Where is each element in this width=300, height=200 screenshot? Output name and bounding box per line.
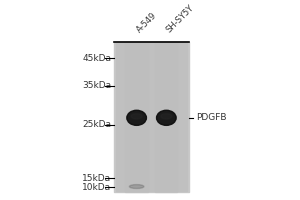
Text: 15kDa: 15kDa	[82, 174, 111, 183]
Text: 10kDa: 10kDa	[82, 183, 111, 192]
Ellipse shape	[131, 114, 142, 119]
Ellipse shape	[157, 110, 176, 125]
Text: SH-SY5Y: SH-SY5Y	[164, 3, 196, 34]
Bar	[155, 42, 178, 192]
Text: 25kDa: 25kDa	[82, 120, 111, 129]
Text: A-549: A-549	[134, 11, 158, 34]
Bar	[125, 42, 148, 192]
Text: 45kDa: 45kDa	[82, 54, 111, 63]
Text: PDGFB: PDGFB	[196, 113, 226, 122]
Ellipse shape	[127, 110, 146, 125]
Text: 35kDa: 35kDa	[82, 81, 111, 90]
Ellipse shape	[129, 185, 144, 188]
Bar	[116, 43, 188, 191]
Bar	[114, 42, 189, 192]
Ellipse shape	[161, 114, 172, 119]
